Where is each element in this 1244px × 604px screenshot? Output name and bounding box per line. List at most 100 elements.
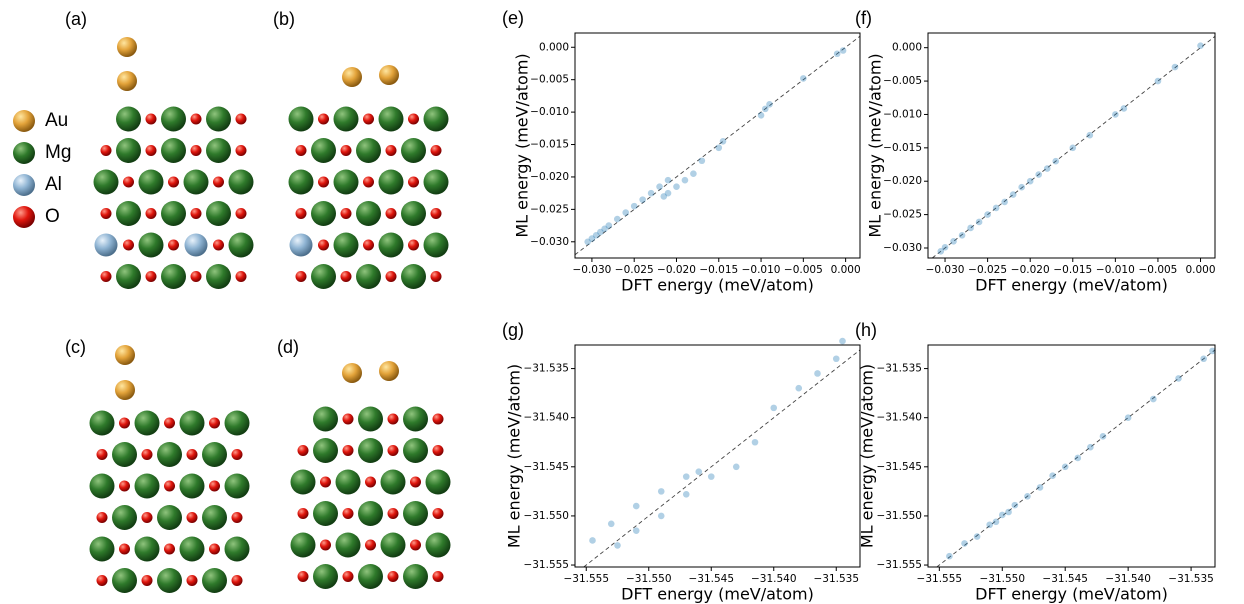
atom <box>342 363 362 383</box>
y-tick-label: −0.015 <box>883 142 922 154</box>
atom <box>187 575 198 586</box>
data-point <box>614 542 621 549</box>
data-point <box>622 209 629 216</box>
data-point <box>699 157 706 164</box>
atom <box>386 145 397 156</box>
plot-frame <box>575 345 860 567</box>
atom <box>426 533 451 558</box>
atom <box>202 505 227 530</box>
atom <box>168 177 179 188</box>
x-tick-label: −0.020 <box>1011 264 1050 276</box>
atom <box>164 418 175 429</box>
atom <box>379 65 399 85</box>
atom <box>298 508 309 519</box>
atom <box>90 474 115 499</box>
x-tick-label: −0.025 <box>615 264 654 276</box>
data-point <box>1027 178 1034 185</box>
atom <box>116 264 141 289</box>
x-tick-label: −0.015 <box>699 264 738 276</box>
atom <box>386 208 397 219</box>
atom <box>334 107 359 132</box>
data-point <box>733 464 740 471</box>
legend-marker <box>13 206 35 228</box>
data-point <box>720 138 727 145</box>
atom <box>363 114 374 125</box>
atom <box>202 442 227 467</box>
x-tick-label: −0.020 <box>657 264 696 276</box>
atom <box>343 508 354 519</box>
atom <box>146 145 157 156</box>
atom <box>146 208 157 219</box>
atom <box>388 414 399 425</box>
atom <box>139 233 164 258</box>
atom <box>289 170 314 195</box>
x-tick-label: −31.545 <box>1042 573 1088 585</box>
data-point <box>1035 171 1042 178</box>
panel-label: (a) <box>65 9 87 29</box>
data-point <box>715 144 722 151</box>
legend-label: Al <box>45 174 62 195</box>
y-axis-label: ML energy (meV/atom) <box>866 53 885 237</box>
atom <box>296 145 307 156</box>
atom <box>116 138 141 163</box>
data-point <box>993 519 1000 526</box>
atom <box>356 264 381 289</box>
atom <box>408 114 419 125</box>
atom <box>168 240 179 251</box>
y-tick-label: −0.020 <box>883 175 922 187</box>
atom <box>379 233 404 258</box>
atom <box>388 508 399 519</box>
atom <box>379 170 404 195</box>
atom <box>318 114 329 125</box>
data-point <box>614 216 621 223</box>
atom <box>431 145 442 156</box>
atom <box>146 114 157 125</box>
data-point <box>1001 199 1008 206</box>
atom <box>424 170 449 195</box>
atom <box>123 240 134 251</box>
atom <box>290 234 313 257</box>
data-point <box>690 170 697 177</box>
atom <box>388 445 399 456</box>
y-axis-label: ML energy (meV/atom) <box>858 364 877 548</box>
data-point <box>984 211 991 218</box>
atom <box>289 107 314 132</box>
atom <box>90 411 115 436</box>
atom <box>206 264 231 289</box>
atom <box>191 145 202 156</box>
data-point <box>967 225 974 232</box>
atom <box>191 208 202 219</box>
legend-label: O <box>45 206 60 227</box>
atom <box>187 512 198 523</box>
atom <box>115 380 135 400</box>
atom <box>117 37 137 57</box>
atom <box>291 533 316 558</box>
atom <box>157 568 182 593</box>
atom <box>426 470 451 495</box>
atom <box>116 107 141 132</box>
x-tick-label: 0.000 <box>1185 264 1215 276</box>
data-point <box>683 473 690 480</box>
y-tick-label: −31.535 <box>876 363 922 375</box>
x-tick-label: −31.555 <box>917 573 963 585</box>
x-axis-label: DFT energy (meV/atom) <box>975 585 1168 604</box>
x-axis-label: DFT energy (meV/atom) <box>975 276 1168 295</box>
atom <box>115 345 135 365</box>
atom <box>185 234 208 257</box>
x-tick-label: −0.015 <box>1053 264 1092 276</box>
legend-marker <box>13 142 35 164</box>
reference-line <box>584 350 860 567</box>
atom <box>343 571 354 582</box>
atom <box>101 271 112 282</box>
data-point <box>752 439 759 446</box>
atom <box>311 201 336 226</box>
atom <box>343 445 354 456</box>
atom <box>291 470 316 495</box>
data-point <box>648 190 655 197</box>
atom <box>202 568 227 593</box>
y-tick-label: −31.555 <box>523 559 569 571</box>
data-point <box>633 527 640 534</box>
atom <box>318 240 329 251</box>
data-point <box>1087 132 1094 139</box>
atom <box>142 575 153 586</box>
